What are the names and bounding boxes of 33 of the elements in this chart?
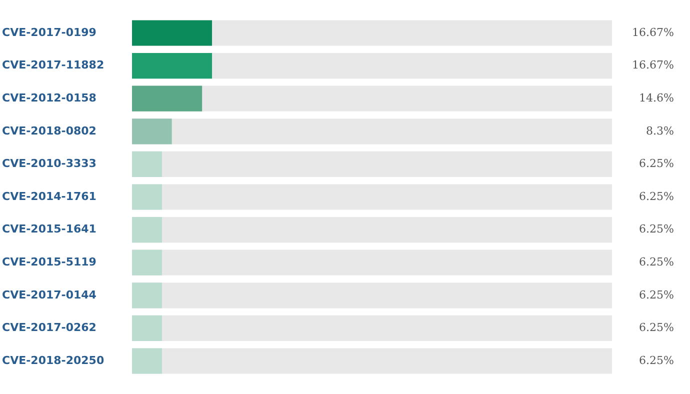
data-label: 6.25% xyxy=(639,157,674,170)
y-tick-label: CVE-2017-0144 xyxy=(2,288,97,302)
bar xyxy=(132,118,172,144)
y-tick-label: CVE-2018-0802 xyxy=(2,124,96,138)
data-label: 6.25% xyxy=(639,288,674,302)
bar xyxy=(132,217,162,243)
y-tick-label: CVE-2014-1761 xyxy=(2,190,96,203)
data-label: 6.25% xyxy=(639,354,674,367)
data-label: 14.6% xyxy=(639,91,674,104)
y-tick-label: CVE-2017-0262 xyxy=(2,321,96,334)
bar xyxy=(132,250,162,276)
bar xyxy=(132,20,212,46)
data-label: 6.25% xyxy=(639,255,674,268)
bar xyxy=(132,282,162,308)
data-label: 6.25% xyxy=(639,321,674,334)
data-label: 8.3% xyxy=(646,124,674,138)
y-tick-label: CVE-2017-11882 xyxy=(2,58,104,72)
y-tick-label: CVE-2015-1641 xyxy=(2,222,96,236)
bar xyxy=(132,184,162,210)
y-tick-label: CVE-2015-5119 xyxy=(2,255,96,268)
data-label: 6.25% xyxy=(639,222,674,236)
y-tick-label: CVE-2012-0158 xyxy=(2,91,96,104)
y-tick-label: CVE-2017-0199 xyxy=(2,26,96,39)
bar xyxy=(132,348,162,374)
y-tick-label: CVE-2018-20250 xyxy=(2,354,104,367)
y-tick-label: CVE-2010-3333 xyxy=(2,157,96,170)
data-label: 16.67% xyxy=(632,26,674,39)
bar xyxy=(132,315,162,341)
bar xyxy=(132,151,162,177)
bar xyxy=(132,86,202,112)
bar xyxy=(132,53,212,79)
data-label: 16.67% xyxy=(632,58,674,72)
data-label: 6.25% xyxy=(639,190,674,203)
